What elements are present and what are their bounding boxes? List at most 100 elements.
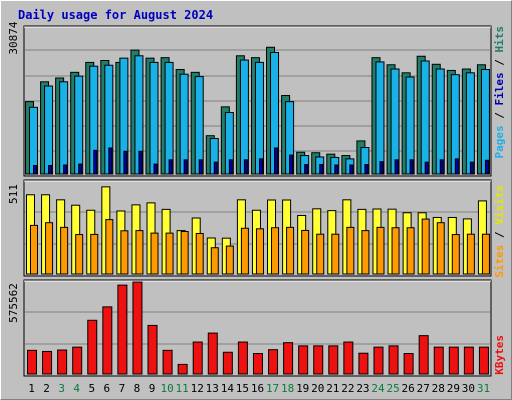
day-tick-label: 1: [28, 382, 35, 395]
hits-bar: [123, 150, 128, 175]
kbytes-bar: [358, 352, 369, 375]
kbytes-bar: [162, 349, 173, 375]
day-tick-label: 26: [402, 382, 415, 395]
hits-bar: [63, 164, 68, 175]
day-tick-label: 13: [206, 382, 219, 395]
files-bar: [254, 61, 264, 175]
sites-bar: [376, 226, 385, 275]
day-tick-label: 9: [149, 382, 156, 395]
day-tick-label: 5: [88, 382, 95, 395]
hits-bar: [228, 159, 233, 175]
hits-bar: [439, 159, 444, 175]
sites-bar: [105, 219, 114, 275]
kbytes-bar: [147, 324, 158, 375]
sites-bar: [45, 222, 54, 275]
kbytes-bar: [117, 284, 128, 375]
day-tick-label: 29: [447, 382, 460, 395]
kbytes-bar: [283, 342, 294, 375]
sites-bar: [361, 230, 370, 275]
hits-bar: [108, 147, 113, 175]
day-tick-label: 7: [119, 382, 126, 395]
legend-visits: Visits: [493, 185, 506, 225]
sites-bar: [165, 232, 174, 275]
hits-bar: [33, 164, 37, 175]
day-tick-label: 2: [43, 382, 50, 395]
hits-bar: [349, 164, 354, 175]
legend-pages: Pages: [493, 125, 506, 159]
hits-bar: [364, 164, 369, 175]
kbytes-bar: [313, 345, 324, 375]
sites-bar: [120, 230, 129, 275]
legend-panel2: Sites / Visits: [493, 185, 507, 278]
hits-bar: [48, 164, 53, 175]
chart-title: Daily usage for August 2024: [18, 8, 214, 22]
kbytes-bar: [388, 345, 399, 375]
files-bar: [435, 68, 445, 175]
sites-bar: [391, 227, 400, 275]
kbytes-bar: [72, 346, 83, 375]
files-bar: [59, 81, 69, 175]
sites-bar: [346, 226, 355, 275]
files-bar: [465, 72, 475, 175]
hits-bar: [243, 159, 248, 175]
sites-bar: [210, 247, 219, 275]
kbytes-bar: [268, 349, 279, 375]
day-tick-label: 30: [462, 382, 475, 395]
kbytes-bar: [177, 363, 188, 375]
day-tick-label: 12: [191, 382, 204, 395]
kbytes-bar: [418, 335, 429, 375]
day-tick-label: 21: [326, 382, 339, 395]
kbytes-bar: [463, 346, 474, 375]
day-tick-label: 11: [176, 382, 189, 395]
kbytes-bar: [132, 281, 143, 375]
legend-files: Files: [493, 72, 506, 106]
sites-bar: [331, 233, 340, 275]
sites-bar: [481, 233, 490, 275]
sites-bar: [75, 234, 84, 275]
files-bar: [480, 68, 490, 175]
kbytes-bar: [298, 345, 309, 375]
hits-bar: [274, 147, 279, 175]
y-max-label: 575562: [7, 283, 20, 323]
hits-bar: [289, 154, 294, 175]
day-tick-label: 15: [236, 382, 249, 395]
sites-bar: [255, 228, 264, 275]
hits-bar: [409, 159, 414, 175]
day-tick-label: 31: [477, 382, 490, 395]
sites-bar: [451, 234, 460, 275]
kbytes-bar: [343, 341, 354, 375]
day-tick-label: 24: [371, 382, 385, 395]
hits-bar: [319, 164, 324, 175]
files-bar: [420, 60, 430, 175]
kbytes-bar: [403, 353, 414, 375]
kbytes-bar: [373, 346, 384, 375]
hits-bar: [469, 161, 474, 175]
legend-hits: Hits: [493, 26, 506, 53]
kbytes-bar: [433, 346, 444, 375]
kbytes-bar: [102, 306, 113, 375]
day-tick-label: 3: [58, 382, 65, 395]
day-tick-label: 27: [417, 382, 430, 395]
files-bar: [149, 61, 159, 175]
legend-sep: /: [493, 105, 506, 126]
hits-bar: [304, 164, 309, 175]
day-tick-label: 23: [356, 382, 369, 395]
legend-kbytes: KBytes: [493, 335, 506, 375]
hits-bar: [213, 161, 218, 175]
kbytes-bar: [328, 345, 339, 375]
legend-sep: /: [493, 52, 506, 73]
kbytes-bar: [57, 349, 68, 375]
day-tick-label: 18: [281, 382, 294, 395]
day-tick-label: 17: [266, 382, 279, 395]
day-tick-label: 19: [296, 382, 309, 395]
sites-bar: [195, 232, 204, 275]
sites-bar: [271, 227, 280, 275]
day-tick-label: 20: [311, 382, 324, 395]
sites-bar: [316, 233, 325, 275]
kbytes-bar: [27, 349, 37, 375]
files-bar: [29, 106, 38, 175]
hits-bar: [334, 164, 339, 175]
files-bar: [375, 61, 385, 175]
files-bar: [179, 73, 189, 175]
hits-bar: [78, 163, 83, 175]
